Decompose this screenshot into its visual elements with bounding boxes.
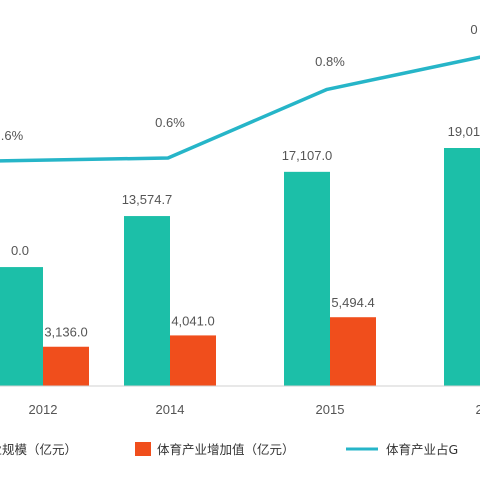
legend-label-added-value: 体育产业增加值（亿元）: [157, 442, 295, 457]
label-scale-2014: 13,574.7: [122, 192, 173, 207]
bar-added-value-2015: [330, 317, 376, 386]
data-labels: 0.0 3,136.0 13,574.7 4,041.0 17,107.0 5,494.4…: [1, 22, 480, 340]
series-bars-added-value: [43, 317, 376, 386]
label-scale-2016: 19,011: [448, 124, 480, 139]
x-tick-labels: 2012 2014 2015 2016: [29, 402, 480, 417]
bar-scale-2015: [284, 171, 330, 386]
label-share-2014: 0.6%: [155, 115, 185, 130]
tick-2016: 2016: [476, 402, 480, 417]
bar-scale-2012: [0, 267, 43, 386]
bar-added-value-2014: [170, 335, 216, 386]
label-share-2015: 0.8%: [315, 54, 345, 69]
label-added-value-2015: 5,494.4: [331, 295, 374, 310]
label-share-2016: 0: [470, 22, 477, 37]
legend-label-share: 体育产业占G: [386, 442, 458, 457]
series-line-share: [0, 55, 480, 163]
label-share-2012: .6%: [1, 128, 24, 143]
bar-scale-2014: [124, 216, 170, 386]
tick-2015: 2015: [316, 402, 345, 417]
bar-scale-2016: [444, 148, 480, 386]
bar-added-value-2012: [43, 346, 89, 386]
label-added-value-2014: 4,041.0: [171, 313, 214, 328]
legend-swatch-added-value: [135, 442, 151, 456]
tick-2014: 2014: [156, 402, 185, 417]
label-scale-2015: 17,107.0: [282, 148, 333, 163]
legend-label-scale: 体育产业规模（亿元）: [0, 442, 77, 457]
label-added-value-2012: 3,136.0: [44, 325, 87, 340]
series-bars-scale: [0, 148, 480, 386]
label-scale-2012: 0.0: [11, 243, 29, 258]
tick-2012: 2012: [29, 402, 58, 417]
line-share: [0, 55, 480, 163]
legend: 体育产业规模（亿元） 体育产业增加值（亿元） 体育产业占G: [0, 442, 458, 457]
